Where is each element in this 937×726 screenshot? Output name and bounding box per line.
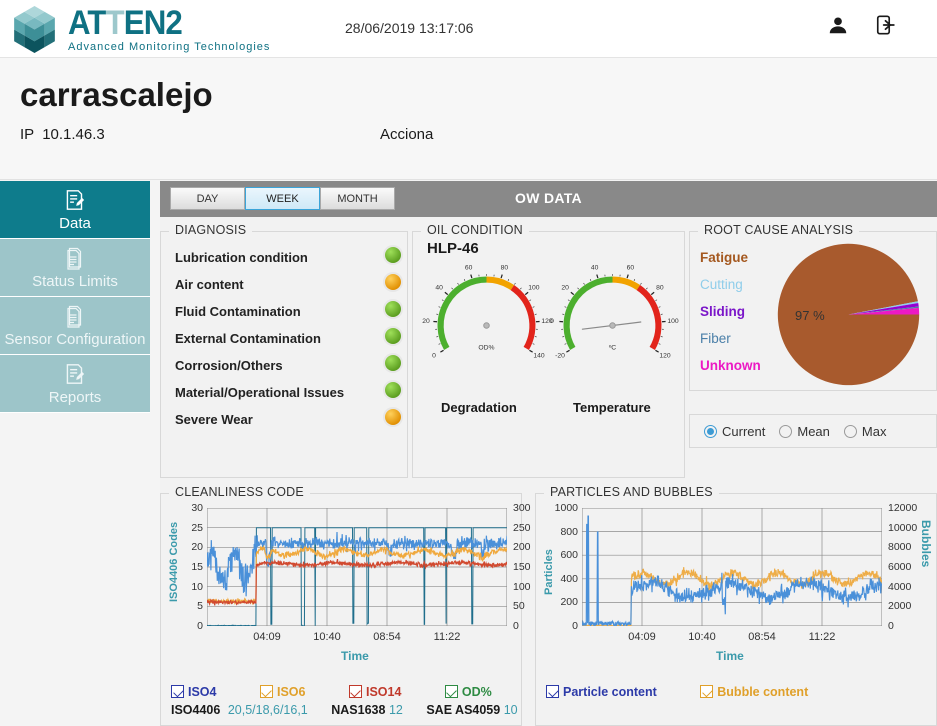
svg-text:60: 60 (465, 264, 473, 271)
svg-text:40: 40 (435, 284, 443, 291)
svg-text:60: 60 (627, 264, 635, 271)
svg-text:-20: -20 (555, 353, 565, 360)
svg-text:140: 140 (533, 353, 545, 360)
svg-text:OD%: OD% (478, 344, 494, 351)
svg-text:0: 0 (432, 353, 436, 360)
svg-text:40: 40 (591, 264, 599, 271)
svg-text:100: 100 (528, 284, 540, 291)
svg-text:80: 80 (656, 284, 664, 291)
svg-text:ºC: ºC (609, 344, 616, 351)
svg-text:80: 80 (501, 264, 509, 271)
svg-text:20: 20 (561, 284, 569, 291)
svg-text:0: 0 (550, 318, 554, 325)
svg-text:120: 120 (659, 353, 671, 360)
svg-text:100: 100 (667, 318, 679, 325)
svg-text:20: 20 (422, 318, 430, 325)
